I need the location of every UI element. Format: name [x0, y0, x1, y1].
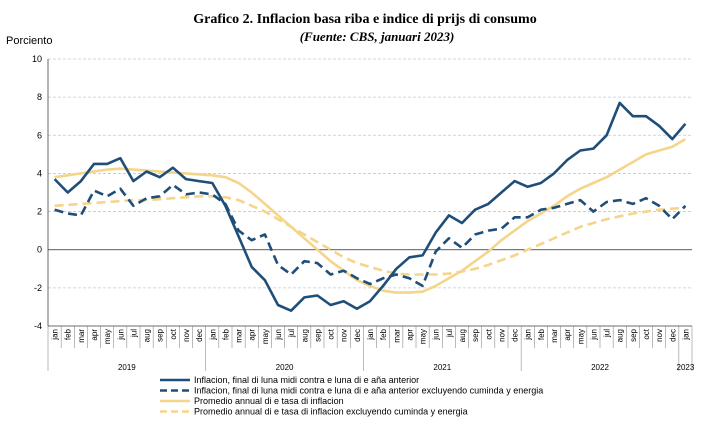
x-tick-label: apr [405, 329, 414, 341]
x-tick-label: feb [221, 328, 230, 340]
x-tick-label: jun [274, 329, 283, 341]
x-tick-label: may [419, 329, 428, 344]
x-tick-label: jan [524, 329, 533, 341]
x-tick-label: dec [353, 329, 362, 342]
legend-label-4: Promedio annual di e tasa di inflacion e… [194, 407, 468, 417]
series-line-2 [54, 183, 687, 288]
x-tick-label: feb [537, 328, 546, 340]
y-tick-labels: -4 -2 0 2 4 6 8 10 [32, 54, 42, 331]
chart-subtitle: (Fuente: CBS, januari 2023) [300, 29, 455, 44]
year-label: 2019 [118, 363, 136, 372]
series-lines [53, 101, 687, 313]
x-tick-label: dec [668, 329, 677, 342]
x-tick-label: nov [655, 329, 664, 342]
x-tick-label: apr [563, 329, 572, 341]
y-tick-label: -2 [34, 283, 42, 293]
x-tick-label: mar [550, 329, 559, 343]
y-tick-label: 4 [37, 168, 42, 178]
year-label: 2022 [591, 363, 609, 372]
x-tick-label: jun [116, 329, 125, 341]
x-tick-label: feb [379, 328, 388, 340]
year-label: 2023 [677, 363, 695, 372]
x-tick-label: jul [603, 329, 612, 338]
x-tick-label: oct [642, 328, 651, 339]
x-tick-label: jan [366, 329, 375, 341]
x-tick-label: mar [235, 329, 244, 343]
series-line-3 [54, 137, 687, 294]
year-label: 2021 [433, 363, 451, 372]
legend-label-3: Promedio annual di e tasa di inflacion [194, 396, 344, 406]
chart-title: Grafico 2. Inflacion basa riba e indice … [193, 12, 536, 27]
x-tick-label: apr [248, 329, 257, 341]
x-tick-label: jun [432, 329, 441, 341]
x-tick-label: aug [300, 329, 309, 342]
legend-label-2: Inflacion, final di luna midi contra e l… [194, 386, 543, 396]
y-tick-label: 8 [37, 92, 42, 102]
legend: Inflacion, final di luna midi contra e l… [160, 375, 543, 417]
x-tick-label: may [261, 329, 270, 344]
y-tick-label: -4 [34, 321, 42, 331]
series-line-4 [54, 195, 686, 276]
x-tick-label: mar [77, 329, 86, 343]
x-tick-label: sep [471, 328, 480, 341]
x-tick-label: sep [156, 328, 165, 341]
x-tick-label: aug [143, 329, 152, 342]
x-tick-label: feb [64, 328, 73, 340]
x-tick-label: oct [484, 328, 493, 339]
x-tick-label: nov [497, 329, 506, 342]
x-tick-label: mar [392, 329, 401, 343]
legend-label-1: Inflacion, final di luna midi contra e l… [194, 375, 419, 385]
y-tick-label: 6 [37, 130, 42, 140]
y-tick-label: 0 [37, 245, 42, 255]
y-tick-label: 10 [32, 54, 42, 64]
y-axis-label: Porciento [6, 35, 52, 47]
x-tick-label: dec [511, 329, 520, 342]
x-tick-label: may [576, 329, 585, 344]
x-tick-label: jul [445, 329, 454, 338]
x-tick-label: jan [208, 329, 217, 341]
x-tick-label: jul [287, 329, 296, 338]
series-line-1 [53, 101, 687, 313]
x-tick-label: oct [327, 328, 336, 339]
x-tick-label: nov [182, 329, 191, 342]
year-label: 2020 [276, 363, 294, 372]
x-tick-label: nov [340, 329, 349, 342]
x-tick-label: dec [195, 329, 204, 342]
x-tick-label: jul [129, 329, 138, 338]
x-tick-label: oct [169, 328, 178, 339]
y-tick-label: 2 [37, 207, 42, 217]
x-tick-label: aug [616, 329, 625, 342]
x-tick-label: jun [589, 329, 598, 341]
x-tick-label: jan [681, 329, 690, 341]
x-tick-label: sep [313, 328, 322, 341]
x-axis: jan feb mar apr may jun jul aug sep oct nov dec jan f… [47, 249, 695, 372]
x-tick-label: sep [629, 328, 638, 341]
x-tick-label: jan [51, 329, 60, 341]
x-tick-label: may [103, 329, 112, 344]
x-tick-label: aug [458, 329, 467, 342]
x-tick-label: apr [90, 329, 99, 341]
